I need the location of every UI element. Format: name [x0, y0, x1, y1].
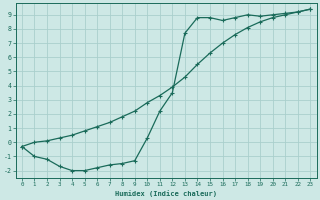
X-axis label: Humidex (Indice chaleur): Humidex (Indice chaleur) [115, 190, 217, 197]
